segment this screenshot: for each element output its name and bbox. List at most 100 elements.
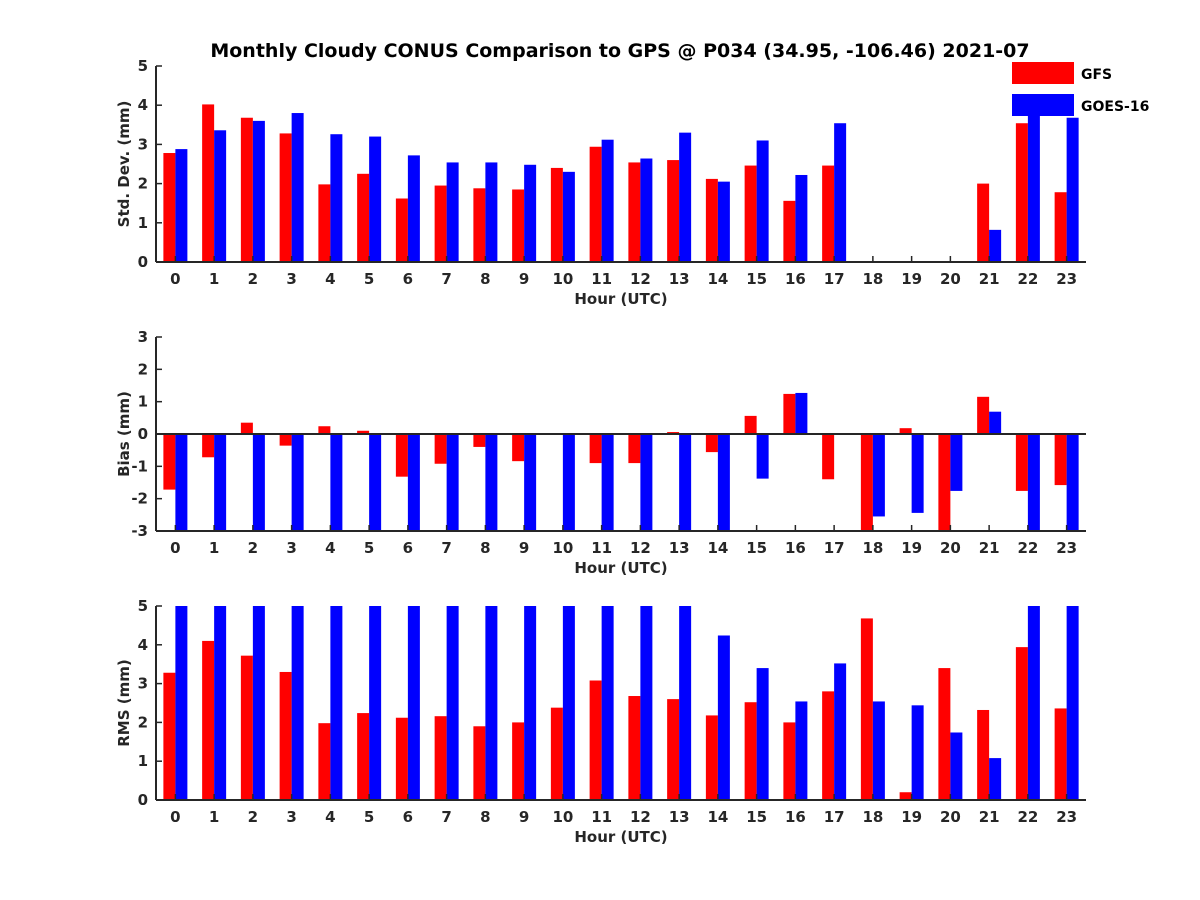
x-tick-label: 5 xyxy=(364,539,374,557)
bar-goes16-22 xyxy=(1027,100,1040,262)
bar-goes16-8 xyxy=(485,606,498,800)
x-tick-label: 15 xyxy=(746,808,767,826)
legend-label-goes16: GOES-16 xyxy=(1081,99,1149,115)
x-tick-label: 9 xyxy=(519,270,529,288)
bar-gfs-23 xyxy=(1054,434,1067,486)
x-tick-label: 6 xyxy=(403,539,413,557)
bar-goes16-13 xyxy=(679,606,692,800)
x-tick-label: 21 xyxy=(979,539,1000,557)
y-axis-label: RMS (mm) xyxy=(115,659,133,746)
x-tick-label: 12 xyxy=(630,270,651,288)
bar-gfs-7 xyxy=(434,716,447,800)
y-tick-label: 0 xyxy=(138,253,148,271)
bar-gfs-5 xyxy=(357,430,370,434)
legend-swatch-goes16 xyxy=(1012,94,1074,116)
x-tick-label: 12 xyxy=(630,808,651,826)
y-tick-label: 0 xyxy=(138,425,148,443)
x-tick-label: 7 xyxy=(441,539,451,557)
y-tick-label: 3 xyxy=(138,135,148,153)
bar-goes16-7 xyxy=(446,606,459,800)
x-axis-label: Hour (UTC) xyxy=(574,559,667,577)
bar-goes16-9 xyxy=(524,434,537,531)
bar-goes16-23 xyxy=(1066,117,1079,263)
bar-goes16-20 xyxy=(950,732,963,800)
x-tick-label: 6 xyxy=(403,808,413,826)
bar-gfs-0 xyxy=(163,153,176,262)
x-tick-label: 23 xyxy=(1056,539,1077,557)
bar-goes16-19 xyxy=(911,705,924,800)
x-tick-label: 18 xyxy=(862,808,883,826)
bar-goes16-5 xyxy=(369,434,382,531)
bar-gfs-8 xyxy=(473,434,486,447)
bar-goes16-0 xyxy=(175,149,188,262)
bar-gfs-11 xyxy=(589,434,602,464)
bar-gfs-7 xyxy=(434,434,447,464)
bar-gfs-15 xyxy=(744,415,757,434)
bar-gfs-19 xyxy=(899,792,912,800)
bar-gfs-5 xyxy=(357,713,370,800)
x-tick-label: 17 xyxy=(824,808,845,826)
bar-gfs-20 xyxy=(938,668,951,800)
y-tick-label: 3 xyxy=(138,675,148,693)
bar-gfs-19 xyxy=(899,428,912,434)
bar-goes16-2 xyxy=(252,434,265,531)
x-axis-label: Hour (UTC) xyxy=(574,828,667,846)
bar-goes16-1 xyxy=(214,130,227,262)
bar-gfs-9 xyxy=(512,434,525,462)
x-tick-label: 9 xyxy=(519,808,529,826)
x-tick-label: 12 xyxy=(630,539,651,557)
bar-goes16-4 xyxy=(330,606,343,800)
x-tick-label: 13 xyxy=(669,270,690,288)
y-tick-label: 4 xyxy=(138,96,148,114)
bar-gfs-11 xyxy=(589,146,602,262)
x-tick-label: 16 xyxy=(785,539,806,557)
bar-goes16-16 xyxy=(795,174,808,262)
x-tick-label: 21 xyxy=(979,270,1000,288)
y-tick-label: 1 xyxy=(138,214,148,232)
x-tick-label: 9 xyxy=(519,539,529,557)
bar-gfs-12 xyxy=(628,696,641,800)
bar-goes16-20 xyxy=(950,434,963,491)
bar-gfs-3 xyxy=(279,133,292,262)
bar-gfs-6 xyxy=(395,717,408,800)
bar-goes16-3 xyxy=(291,606,304,800)
bar-goes16-6 xyxy=(407,606,420,800)
y-tick-label: -3 xyxy=(131,522,148,540)
bar-goes16-11 xyxy=(601,606,614,800)
bar-gfs-5 xyxy=(357,173,370,262)
bar-gfs-13 xyxy=(667,699,680,800)
bar-gfs-23 xyxy=(1054,192,1067,262)
bar-gfs-9 xyxy=(512,189,525,262)
y-tick-label: -1 xyxy=(131,457,148,475)
bar-goes16-8 xyxy=(485,434,498,531)
bar-gfs-17 xyxy=(822,691,835,800)
x-tick-label: 22 xyxy=(1017,270,1038,288)
x-tick-label: 3 xyxy=(286,539,296,557)
bar-gfs-6 xyxy=(395,434,408,477)
y-tick-label: 1 xyxy=(138,393,148,411)
bar-gfs-12 xyxy=(628,162,641,262)
bar-goes16-22 xyxy=(1027,434,1040,531)
bar-goes16-12 xyxy=(640,158,653,262)
bar-goes16-4 xyxy=(330,434,343,531)
bar-goes16-21 xyxy=(989,229,1002,262)
x-tick-label: 19 xyxy=(901,808,922,826)
bar-gfs-14 xyxy=(705,434,718,453)
x-tick-label: 1 xyxy=(209,539,219,557)
bar-gfs-7 xyxy=(434,185,447,262)
bar-gfs-15 xyxy=(744,165,757,262)
y-tick-label: 2 xyxy=(138,175,148,193)
x-tick-label: 18 xyxy=(862,539,883,557)
bar-goes16-13 xyxy=(679,434,692,531)
bar-goes16-17 xyxy=(834,663,847,800)
bar-gfs-8 xyxy=(473,726,486,800)
y-axis-label: Std. Dev. (mm) xyxy=(115,101,133,228)
bar-gfs-22 xyxy=(1015,434,1028,491)
bar-gfs-1 xyxy=(202,434,215,458)
bar-goes16-14 xyxy=(717,635,730,800)
bar-gfs-12 xyxy=(628,434,641,464)
bar-gfs-4 xyxy=(318,426,331,434)
bar-gfs-4 xyxy=(318,723,331,800)
